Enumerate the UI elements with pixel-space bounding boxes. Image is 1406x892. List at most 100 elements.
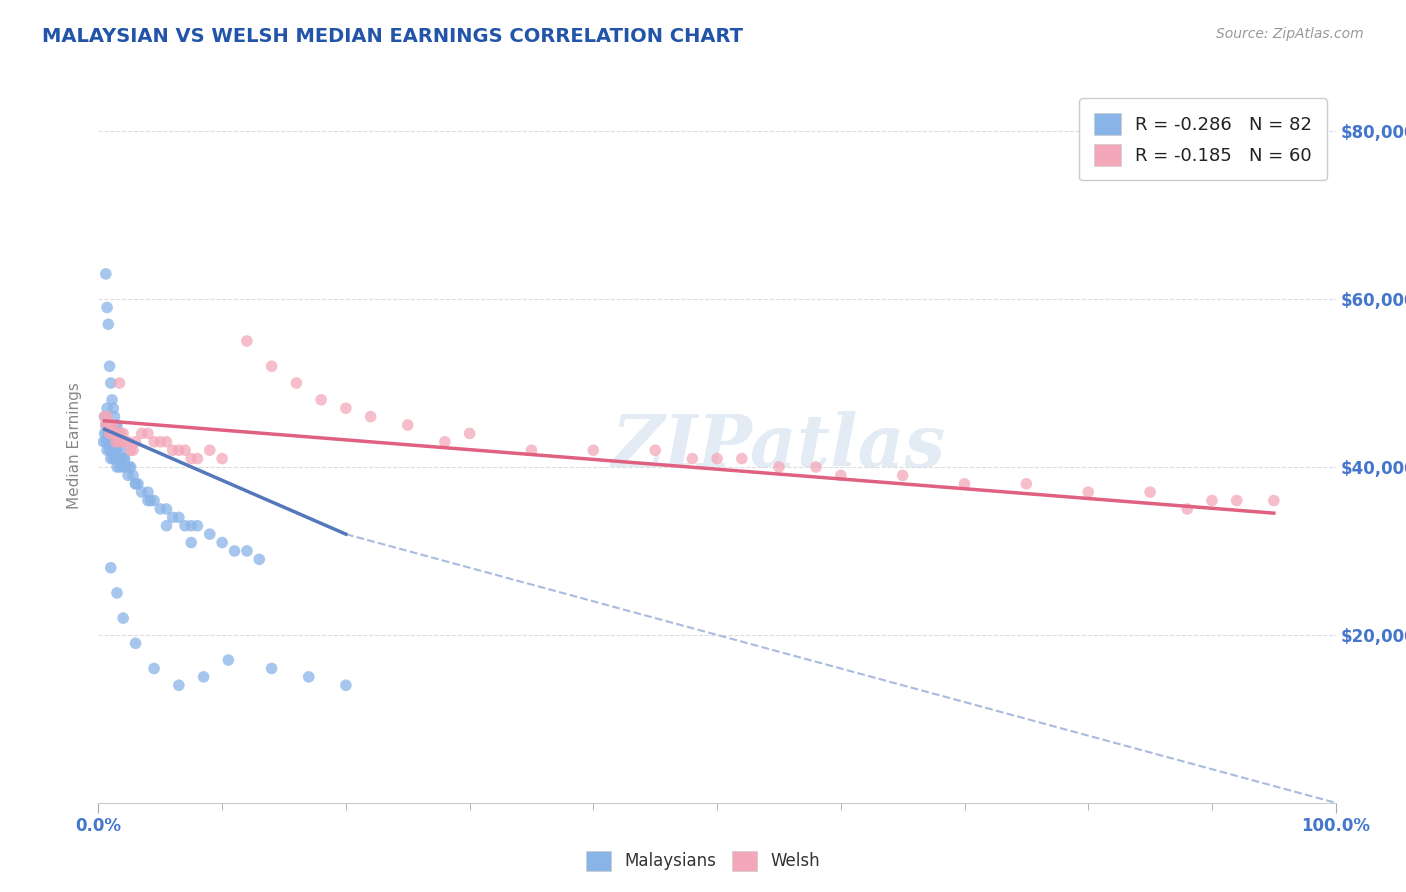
Point xyxy=(105,460,128,475)
Point xyxy=(891,468,914,483)
Point xyxy=(104,434,127,449)
Point xyxy=(953,476,976,491)
Point xyxy=(111,443,134,458)
Legend: R = -0.286   N = 82, R = -0.185   N = 60: R = -0.286 N = 82, R = -0.185 N = 60 xyxy=(1080,98,1327,180)
Point xyxy=(103,451,125,466)
Point xyxy=(309,392,332,407)
Point xyxy=(155,518,177,533)
Point xyxy=(117,468,139,483)
Point xyxy=(93,409,115,424)
Point xyxy=(94,417,117,432)
Point xyxy=(96,409,118,424)
Point xyxy=(224,544,246,558)
Point xyxy=(93,434,115,449)
Point xyxy=(198,443,221,458)
Point xyxy=(101,443,124,458)
Point xyxy=(96,401,118,416)
Point xyxy=(167,443,190,458)
Point xyxy=(681,451,703,466)
Point xyxy=(298,670,321,684)
Point xyxy=(98,359,121,374)
Point xyxy=(155,502,177,516)
Point xyxy=(100,417,122,432)
Point xyxy=(260,359,283,374)
Point xyxy=(112,611,135,625)
Point xyxy=(94,417,117,432)
Point xyxy=(100,560,122,574)
Point xyxy=(731,451,754,466)
Point xyxy=(100,434,122,449)
Point xyxy=(103,426,125,441)
Point xyxy=(96,426,118,441)
Point xyxy=(97,417,120,432)
Point xyxy=(101,392,124,407)
Point xyxy=(186,451,208,466)
Point xyxy=(112,426,135,441)
Point xyxy=(198,527,221,541)
Point xyxy=(520,443,543,458)
Point xyxy=(105,443,128,458)
Point xyxy=(96,443,118,458)
Point xyxy=(118,460,141,475)
Point xyxy=(260,661,283,675)
Point xyxy=(143,493,166,508)
Point xyxy=(149,502,172,516)
Point xyxy=(114,434,136,449)
Point xyxy=(1263,493,1285,508)
Point xyxy=(98,426,121,441)
Point xyxy=(93,426,115,441)
Point xyxy=(1139,485,1161,500)
Point xyxy=(105,426,128,441)
Point xyxy=(143,661,166,675)
Point xyxy=(136,485,159,500)
Point xyxy=(1175,502,1198,516)
Point xyxy=(167,510,190,524)
Point xyxy=(124,636,146,650)
Point xyxy=(180,518,202,533)
Point xyxy=(180,535,202,549)
Point xyxy=(1015,476,1038,491)
Point xyxy=(104,451,127,466)
Point xyxy=(236,544,259,558)
Point xyxy=(120,460,142,475)
Point xyxy=(98,443,121,458)
Point xyxy=(104,417,127,432)
Point xyxy=(127,476,149,491)
Point xyxy=(433,434,456,449)
Point xyxy=(1077,485,1099,500)
Point xyxy=(94,434,117,449)
Point xyxy=(396,417,419,432)
Point xyxy=(105,586,128,600)
Point xyxy=(1226,493,1249,508)
Point xyxy=(335,401,357,416)
Point xyxy=(247,552,270,566)
Point xyxy=(582,443,605,458)
Point xyxy=(804,460,827,475)
Point xyxy=(122,468,145,483)
Point xyxy=(162,443,184,458)
Point xyxy=(458,426,481,441)
Point xyxy=(112,460,135,475)
Point xyxy=(830,468,852,483)
Point xyxy=(98,426,121,441)
Point xyxy=(104,434,127,449)
Point xyxy=(110,426,132,441)
Point xyxy=(97,318,120,332)
Point xyxy=(97,434,120,449)
Point xyxy=(285,376,308,390)
Point xyxy=(103,417,125,432)
Point xyxy=(211,451,233,466)
Point xyxy=(768,460,790,475)
Point xyxy=(139,493,162,508)
Point xyxy=(110,434,132,449)
Point xyxy=(136,426,159,441)
Point xyxy=(103,434,125,449)
Point xyxy=(131,485,153,500)
Point xyxy=(193,670,215,684)
Point xyxy=(96,301,118,315)
Point xyxy=(124,434,146,449)
Text: ZIPatlas: ZIPatlas xyxy=(612,410,946,482)
Y-axis label: Median Earnings: Median Earnings xyxy=(67,383,83,509)
Point xyxy=(1201,493,1223,508)
Point xyxy=(120,443,142,458)
